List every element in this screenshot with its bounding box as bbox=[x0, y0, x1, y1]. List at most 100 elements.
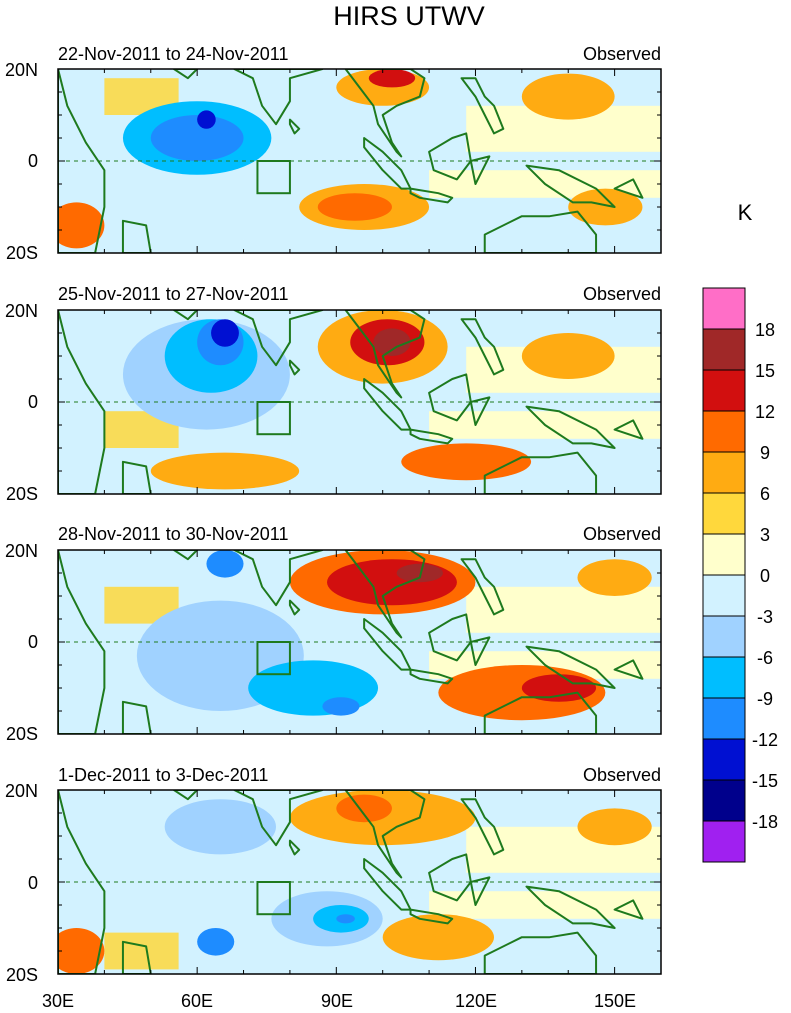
colorbar-tick-label: 9 bbox=[760, 443, 770, 463]
coastline bbox=[460, 318, 505, 376]
anomaly-contour bbox=[317, 193, 392, 221]
colorbar-labels: 18 15 12 9 6 3 0 -3 -6 -9 -12 -15 -18 bbox=[752, 320, 778, 832]
coastline bbox=[525, 405, 616, 449]
coastline bbox=[469, 396, 491, 426]
coastline bbox=[233, 790, 324, 847]
colorbar-swatch bbox=[702, 410, 746, 453]
coastline bbox=[288, 599, 301, 616]
map-area bbox=[58, 310, 661, 494]
anomaly-contour bbox=[164, 799, 277, 855]
coastline bbox=[233, 310, 324, 367]
coastline bbox=[58, 310, 106, 494]
coastline bbox=[613, 178, 644, 199]
panel-date-range: 22-Nov-2011 to 24-Nov-2011 bbox=[58, 44, 288, 64]
y-tick-label: 0 bbox=[28, 632, 38, 652]
study-region-box bbox=[256, 160, 291, 195]
coastline bbox=[525, 164, 616, 208]
anomaly-band bbox=[104, 932, 179, 970]
colorbar-tick-label: 15 bbox=[755, 361, 775, 381]
units-label: K bbox=[738, 200, 753, 225]
anomaly-contour bbox=[322, 697, 360, 716]
coastline bbox=[121, 460, 152, 494]
coastline bbox=[483, 210, 598, 253]
coastline bbox=[483, 931, 598, 974]
panel-date-range: 1-Dec-2011 to 3-Dec-2011 bbox=[58, 765, 268, 785]
anomaly-contour bbox=[577, 808, 652, 846]
panel-label: Observed bbox=[583, 44, 661, 64]
coastline bbox=[525, 645, 616, 689]
colorbar-tick-label: -3 bbox=[757, 607, 773, 627]
coastline bbox=[363, 858, 412, 911]
anomaly-contour bbox=[521, 674, 597, 702]
anomaly-contour bbox=[58, 202, 105, 249]
panel-date-range: 28-Nov-2011 to 30-Nov-2011 bbox=[58, 524, 288, 544]
colorbar-swatch bbox=[702, 369, 746, 412]
y-tick-label: 0 bbox=[28, 392, 38, 412]
x-tick-label: 60E bbox=[181, 991, 213, 1011]
anomaly-contour bbox=[568, 188, 643, 226]
y-tick-label: 20S bbox=[6, 965, 38, 985]
y-tick-label: 20N bbox=[5, 60, 38, 80]
map-area bbox=[58, 550, 661, 734]
colorbar-swatch bbox=[702, 328, 746, 371]
anomaly-contour bbox=[327, 559, 457, 606]
colorbar-swatch bbox=[702, 820, 746, 863]
anomaly-contour bbox=[211, 319, 239, 347]
coastline bbox=[469, 155, 491, 185]
colorbar-swatch bbox=[702, 697, 746, 740]
coastline bbox=[58, 790, 106, 974]
coastline bbox=[483, 691, 598, 734]
figure-title: HIRS UTWV bbox=[333, 1, 485, 31]
anomaly-contour bbox=[206, 550, 244, 578]
anomaly-contour bbox=[58, 928, 105, 974]
coastline bbox=[460, 798, 505, 856]
anomaly-contour bbox=[373, 328, 411, 357]
map-panel-1: 22-Nov-2011 to 24-Nov-2011 Observed bbox=[58, 44, 661, 64]
y-tick-label: 20N bbox=[5, 781, 38, 801]
map-panel-4: 1-Dec-2011 to 3-Dec-2011 Observed bbox=[58, 765, 661, 785]
coastline bbox=[409, 908, 454, 925]
colorbar-swatch bbox=[702, 287, 746, 330]
colorbar-swatch bbox=[702, 738, 746, 781]
coastline bbox=[363, 137, 412, 190]
y-tick-label: 20S bbox=[6, 484, 38, 504]
colorbar-swatch bbox=[702, 574, 746, 617]
colorbar-swatch bbox=[702, 533, 746, 576]
coastline bbox=[344, 790, 426, 879]
colorbar-tick-label: 18 bbox=[755, 320, 775, 340]
coastline bbox=[172, 790, 199, 801]
coastline bbox=[121, 700, 152, 734]
anomaly-contour bbox=[401, 443, 532, 481]
x-tick-label: 90E bbox=[321, 991, 353, 1011]
coastline bbox=[344, 69, 426, 158]
colorbar-tick-label: 0 bbox=[760, 566, 770, 586]
map-panel-2: 25-Nov-2011 to 27-Nov-2011 Observed bbox=[58, 284, 661, 304]
x-tick-label: 30E bbox=[42, 991, 74, 1011]
coastline bbox=[613, 659, 644, 680]
x-tick-label: 120E bbox=[455, 991, 497, 1011]
study-region-box bbox=[256, 881, 291, 916]
coastline bbox=[483, 451, 598, 494]
coastline bbox=[409, 428, 454, 445]
coastline bbox=[288, 359, 301, 376]
coastline bbox=[121, 219, 152, 253]
colorbar bbox=[702, 287, 746, 863]
colorbar-tick-label: 3 bbox=[760, 525, 770, 545]
coastline bbox=[469, 636, 491, 666]
colorbar-tick-label: -15 bbox=[752, 771, 778, 791]
anomaly-contour bbox=[150, 452, 300, 490]
coastline bbox=[460, 77, 505, 135]
anomaly-contour bbox=[197, 110, 216, 129]
coastline bbox=[288, 839, 301, 856]
anomaly-contour bbox=[382, 914, 495, 961]
y-tick-label: 20N bbox=[5, 541, 38, 561]
map-area bbox=[58, 790, 661, 974]
study-region-box bbox=[256, 401, 291, 436]
colorbar-swatch bbox=[702, 779, 746, 822]
coastline bbox=[344, 310, 426, 399]
colorbar-tick-label: -9 bbox=[757, 689, 773, 709]
y-tick-label: 20S bbox=[6, 243, 38, 263]
coastline bbox=[409, 187, 454, 204]
coastline bbox=[409, 668, 454, 685]
anomaly-contour bbox=[521, 333, 615, 379]
